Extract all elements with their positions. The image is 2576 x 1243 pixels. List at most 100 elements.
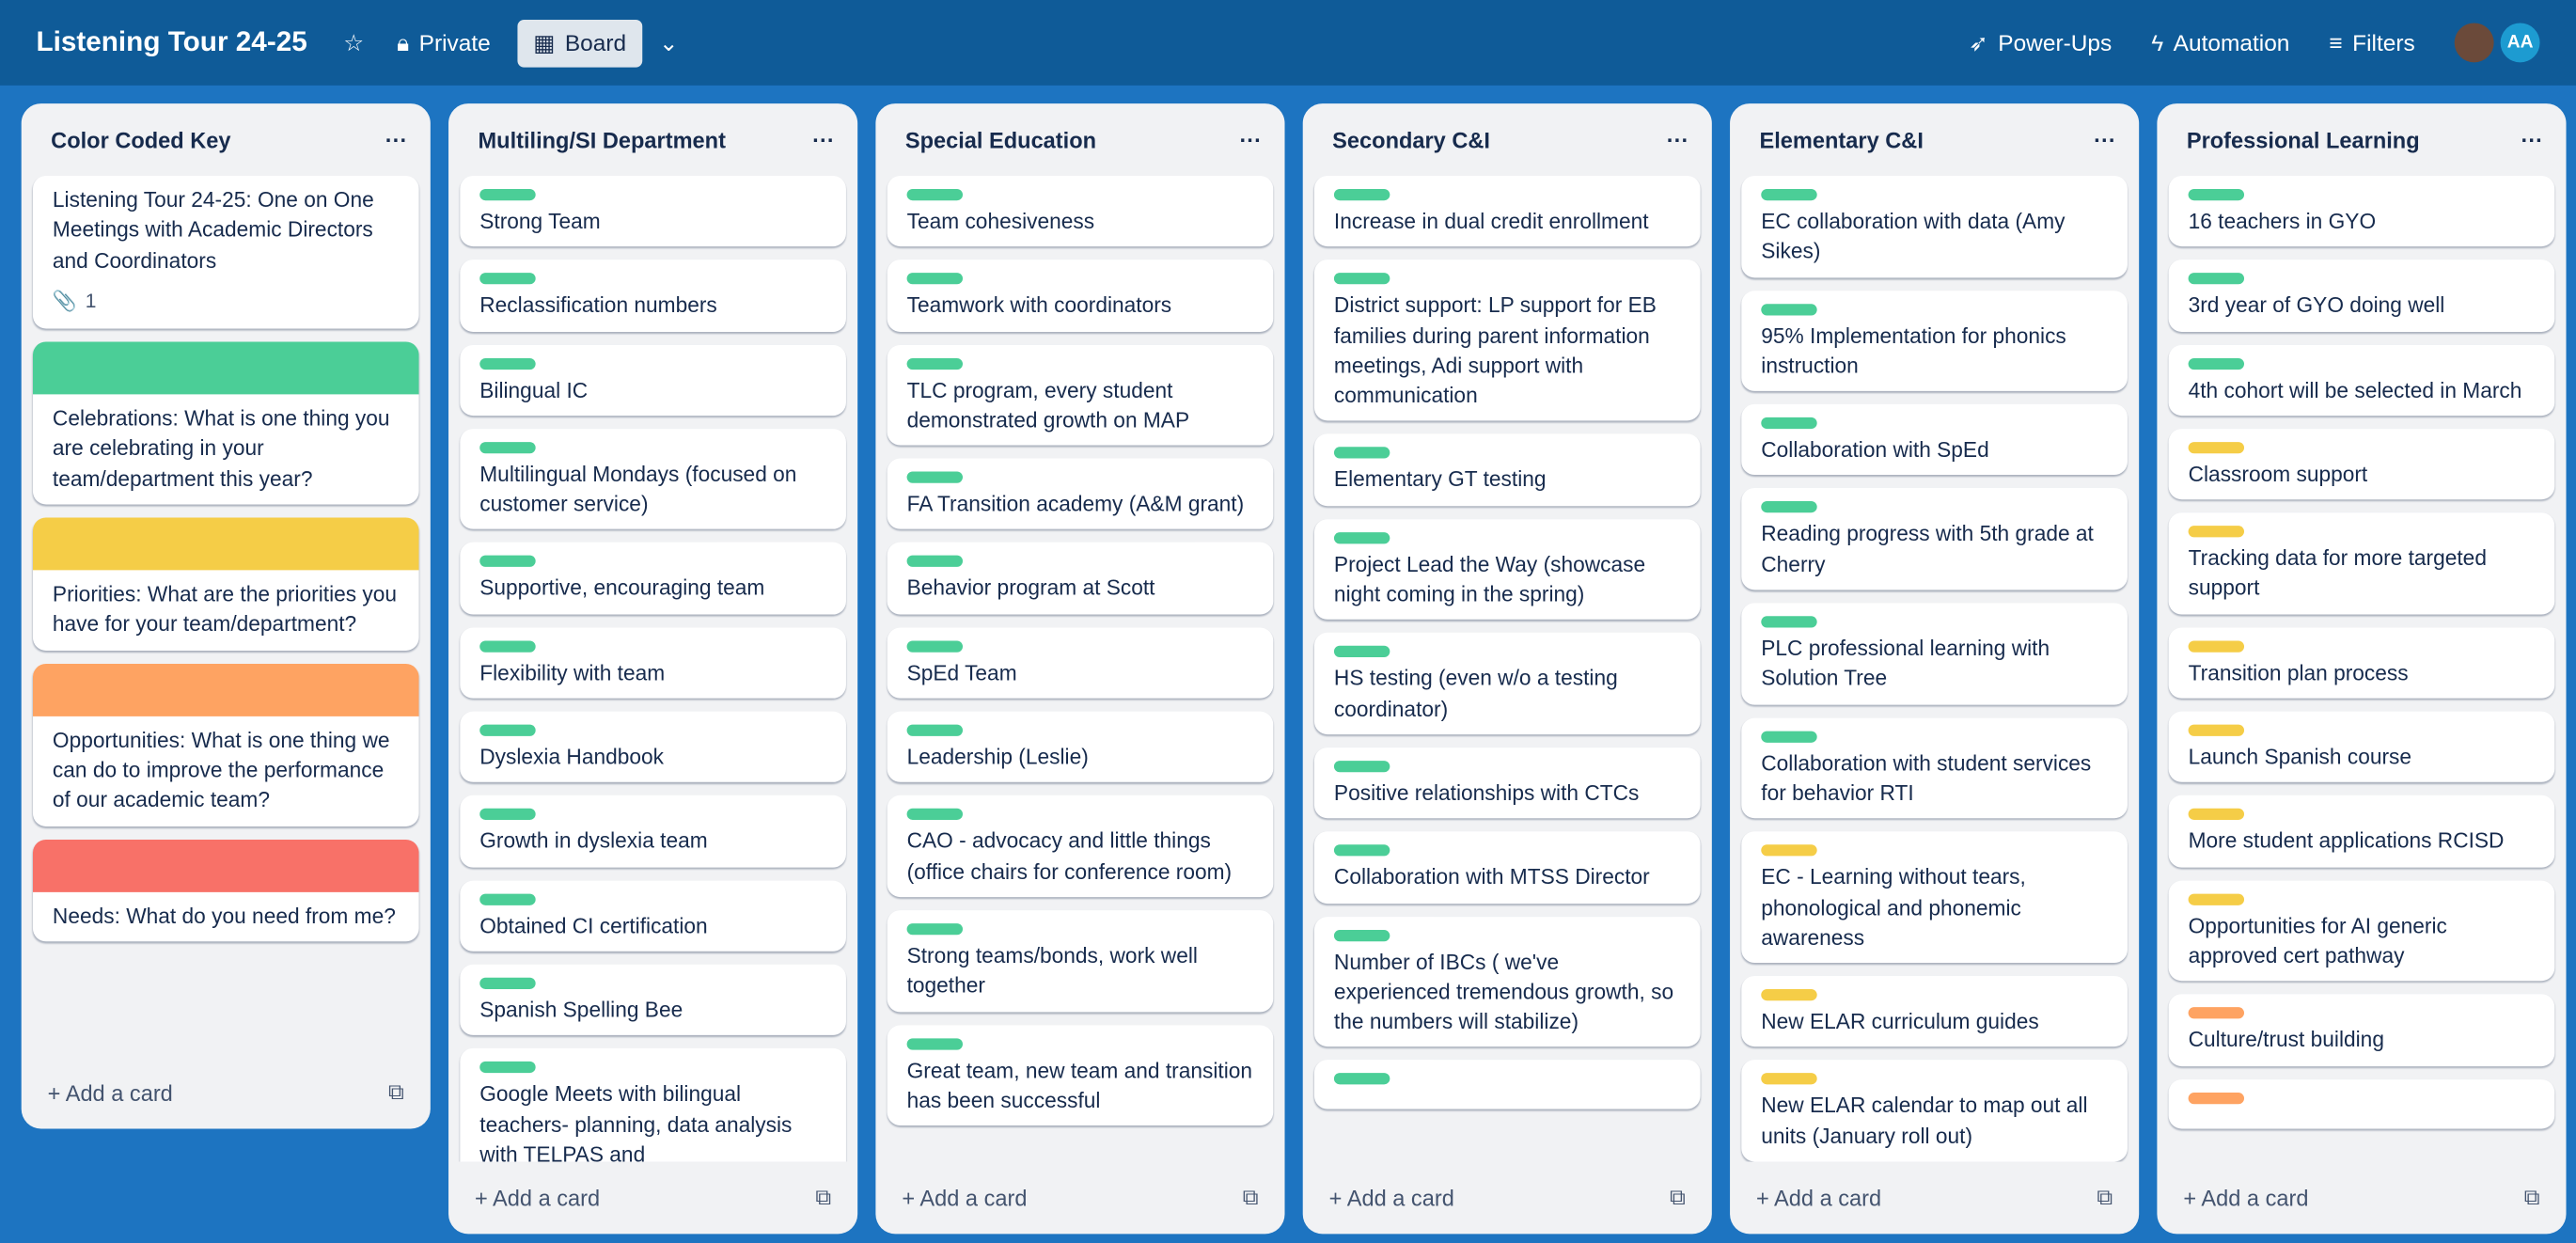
card[interactable]: Bilingual IC	[460, 344, 846, 416]
card-label[interactable]	[2188, 188, 2245, 201]
card[interactable]: Strong Team	[460, 175, 846, 247]
card[interactable]: Spanish Spelling Bee	[460, 964, 846, 1036]
card[interactable]: Positive relationships with CTCs	[1313, 747, 1701, 819]
list-title[interactable]: Elementary C&I	[1759, 127, 1924, 152]
card-label[interactable]	[1333, 531, 1390, 544]
card-label[interactable]	[2188, 640, 2245, 653]
add-card[interactable]: + Add a card	[2183, 1186, 2308, 1210]
card[interactable]: Supportive, encouraging team	[460, 543, 846, 615]
card[interactable]	[1313, 1060, 1701, 1110]
card-label[interactable]	[479, 273, 536, 285]
card-label[interactable]	[479, 441, 536, 454]
card[interactable]: Collaboration with MTSS Director	[1313, 831, 1701, 904]
template-icon[interactable]: ⧉	[1670, 1184, 1686, 1210]
template-icon[interactable]: ⧉	[388, 1079, 404, 1105]
card-label[interactable]	[906, 471, 964, 484]
card-label[interactable]	[906, 188, 964, 201]
add-card[interactable]: + Add a card	[48, 1080, 173, 1105]
card-label[interactable]	[906, 640, 964, 653]
card[interactable]: New ELAR calendar to map out all units (…	[1741, 1060, 2128, 1162]
avatar-photo[interactable]	[2454, 23, 2494, 63]
card[interactable]: SpEd Team	[887, 627, 1274, 699]
card[interactable]: Great team, new team and transition has …	[887, 1024, 1274, 1126]
power-ups[interactable]: ➶ Power-Ups	[1969, 28, 2113, 56]
card[interactable]: Collaboration with student services for …	[1741, 717, 2128, 819]
card[interactable]: Culture/trust building	[2168, 994, 2555, 1066]
card[interactable]: EC collaboration with data (Amy Sikes)	[1741, 175, 2128, 277]
card[interactable]: TLC program, every student demonstrated …	[887, 344, 1274, 446]
card-label[interactable]	[906, 556, 964, 568]
automation[interactable]: ϟ Automation	[2151, 29, 2290, 56]
card[interactable]: Celebrations: What is one thing you are …	[32, 341, 419, 505]
card[interactable]: 95% Implementation for phonics instructi…	[1741, 290, 2128, 392]
list-title[interactable]: Special Education	[904, 127, 1097, 152]
card-label[interactable]	[1333, 1073, 1390, 1086]
card-label[interactable]	[906, 1037, 964, 1049]
card[interactable]: Google Meets with bilingual teachers- pl…	[460, 1048, 846, 1162]
card-label[interactable]	[479, 724, 536, 736]
card[interactable]: Growth in dyslexia team	[460, 795, 846, 868]
card-label[interactable]	[2188, 273, 2245, 285]
card[interactable]: Launch Spanish course	[2168, 711, 2555, 783]
card-label[interactable]	[1761, 1073, 1817, 1086]
card-label[interactable]	[479, 357, 536, 370]
card-label[interactable]	[479, 640, 536, 653]
card-label[interactable]	[906, 273, 964, 285]
card[interactable]: Needs: What do you need from me?	[32, 839, 419, 942]
add-card[interactable]: + Add a card	[902, 1186, 1027, 1210]
card-label[interactable]	[2188, 724, 2245, 736]
add-card[interactable]: + Add a card	[1329, 1186, 1454, 1210]
card[interactable]: EC - Learning without tears, phonologica…	[1741, 831, 2128, 964]
list-title[interactable]: Professional Learning	[2186, 127, 2420, 152]
list-menu[interactable]: ···	[812, 127, 835, 152]
card-label[interactable]	[479, 556, 536, 568]
star-button[interactable]: ☆	[343, 28, 365, 55]
card-label[interactable]	[2188, 357, 2245, 370]
card[interactable]: Number of IBCs ( we've experienced treme…	[1313, 916, 1701, 1047]
template-icon[interactable]: ⧉	[1242, 1184, 1259, 1210]
card-label[interactable]	[1761, 616, 1817, 628]
card[interactable]: 16 teachers in GYO	[2168, 175, 2555, 247]
template-icon[interactable]: ⧉	[815, 1184, 832, 1210]
card-label[interactable]	[1761, 731, 1817, 743]
card[interactable]: Project Lead the Way (showcase night com…	[1313, 518, 1701, 621]
template-icon[interactable]: ⧉	[2097, 1184, 2113, 1210]
avatar[interactable]: AA	[2500, 23, 2540, 63]
card[interactable]: Flexibility with team	[460, 627, 846, 699]
card-label[interactable]	[1333, 844, 1390, 857]
card[interactable]: More student applications RCISD	[2168, 795, 2555, 868]
card-label[interactable]	[479, 977, 536, 989]
card-label[interactable]	[2188, 1092, 2245, 1104]
list-title[interactable]: Multiling/SI Department	[478, 127, 726, 152]
card[interactable]: Dyslexia Handbook	[460, 711, 846, 783]
card-label[interactable]	[479, 809, 536, 821]
view-button[interactable]: ▦ Board	[516, 19, 643, 67]
card[interactable]: Team cohesiveness	[887, 175, 1274, 247]
card-label[interactable]	[906, 923, 964, 936]
card[interactable]: Listening Tour 24-25: One on One Meeting…	[32, 175, 419, 329]
card-label[interactable]	[2188, 893, 2245, 905]
card[interactable]: Priorities: What are the priorities you …	[32, 517, 419, 651]
board-title[interactable]: Listening Tour 24-25	[36, 25, 307, 58]
card[interactable]: Behavior program at Scott	[887, 543, 1274, 615]
card-label[interactable]	[1761, 844, 1817, 857]
card-label[interactable]	[1333, 929, 1390, 941]
list-title[interactable]: Color Coded Key	[51, 127, 231, 152]
card-label[interactable]	[1333, 448, 1390, 460]
card[interactable]: New ELAR curriculum guides	[1741, 976, 2128, 1047]
card[interactable]: Collaboration with SpEd	[1741, 404, 2128, 476]
list-menu[interactable]: ···	[385, 127, 408, 152]
card[interactable]: Reclassification numbers	[460, 260, 846, 332]
card[interactable]: Opportunities: What is one thing we can …	[32, 663, 419, 826]
card[interactable]: Tracking data for more targeted support	[2168, 512, 2555, 615]
add-card[interactable]: + Add a card	[1756, 1186, 1881, 1210]
card[interactable]: Strong teams/bonds, work well together	[887, 910, 1274, 1012]
card-label[interactable]	[1333, 646, 1390, 658]
card[interactable]: 4th cohort will be selected in March	[2168, 344, 2555, 416]
card[interactable]	[2168, 1078, 2555, 1128]
card[interactable]: Reading progress with 5th grade at Cherr…	[1741, 488, 2128, 590]
card-label[interactable]	[1333, 761, 1390, 773]
card-label[interactable]	[2188, 809, 2245, 821]
card[interactable]: Multilingual Mondays (focused on custome…	[460, 428, 846, 530]
card-label[interactable]	[1761, 303, 1817, 315]
